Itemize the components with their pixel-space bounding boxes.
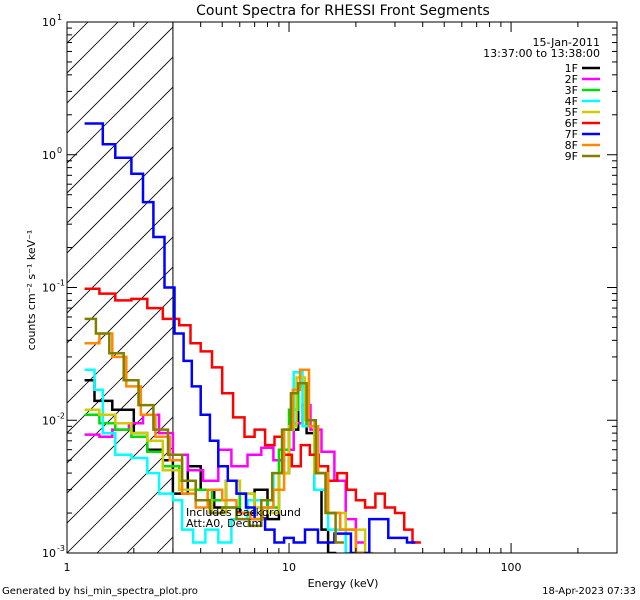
legend-date: 15-Jan-2011 [533, 36, 601, 49]
hatch-line [67, 386, 173, 494]
x-tick-label: 100 [501, 561, 522, 574]
footer-generated-by: Generated by hsi_min_spectra_plot.pro [2, 586, 198, 597]
y-tick-exponent: -1 [57, 279, 65, 288]
hatch-line [96, 476, 173, 553]
hatch-line [0, 22, 28, 553]
series-7F [84, 122, 416, 553]
legend-label-5F: 5F [565, 106, 578, 119]
footer-timestamp: 18-Apr-2023 07:33 [542, 586, 636, 597]
legend-label-6F: 6F [565, 117, 578, 130]
series-group [84, 122, 421, 553]
hatch-line [67, 86, 173, 194]
series-2F [84, 403, 365, 544]
y-tick-exponent: 1 [57, 13, 62, 22]
series-4F [84, 368, 354, 553]
y-tick-label: 10 [42, 282, 56, 295]
legend-label-7F: 7F [565, 128, 578, 141]
chart-title: Count Spectra for RHESSI Front Segments [196, 3, 490, 19]
hatch-line [67, 26, 173, 134]
hatch-line [517, 22, 640, 553]
series-6F [84, 287, 421, 544]
hatch-line [67, 266, 173, 374]
axis-ticks [66, 21, 618, 554]
legend-label-1F: 1F [565, 62, 578, 75]
legend-label-8F: 8F [565, 139, 578, 152]
hatch-line [67, 236, 173, 344]
hatch-line [397, 22, 640, 553]
legend-label-9F: 9F [565, 150, 578, 163]
hatch-line [67, 56, 173, 164]
legend-label-2F: 2F [565, 73, 578, 86]
x-tick-label: 1 [64, 561, 71, 574]
y-axis-label: counts cm⁻² s⁻¹ keV⁻¹ [25, 230, 38, 351]
hatch-line [67, 446, 173, 553]
legend-label-4F: 4F [565, 95, 578, 108]
legend-time-range: 13:37:00 to 13:38:00 [483, 47, 600, 60]
y-tick-label: 10 [42, 149, 56, 162]
y-tick-label: 10 [42, 414, 56, 427]
y-tick-exponent: 0 [57, 146, 62, 155]
y-tick-label: 10 [42, 547, 56, 560]
hatch-line [247, 22, 640, 553]
x-tick-label: 10 [282, 561, 296, 574]
series-8F [84, 332, 365, 553]
y-tick-label: 10 [42, 16, 56, 29]
annotation-background: Includes Background [186, 506, 301, 519]
annotation-attenuator: Att:A0, Decim [186, 517, 262, 530]
series-9F [84, 317, 344, 544]
legend-label-3F: 3F [565, 84, 578, 97]
hatch-line [67, 416, 173, 524]
y-tick-exponent: -2 [57, 411, 65, 420]
y-tick-exponent: -3 [57, 544, 65, 553]
x-axis-label: Energy (keV) [308, 577, 379, 590]
